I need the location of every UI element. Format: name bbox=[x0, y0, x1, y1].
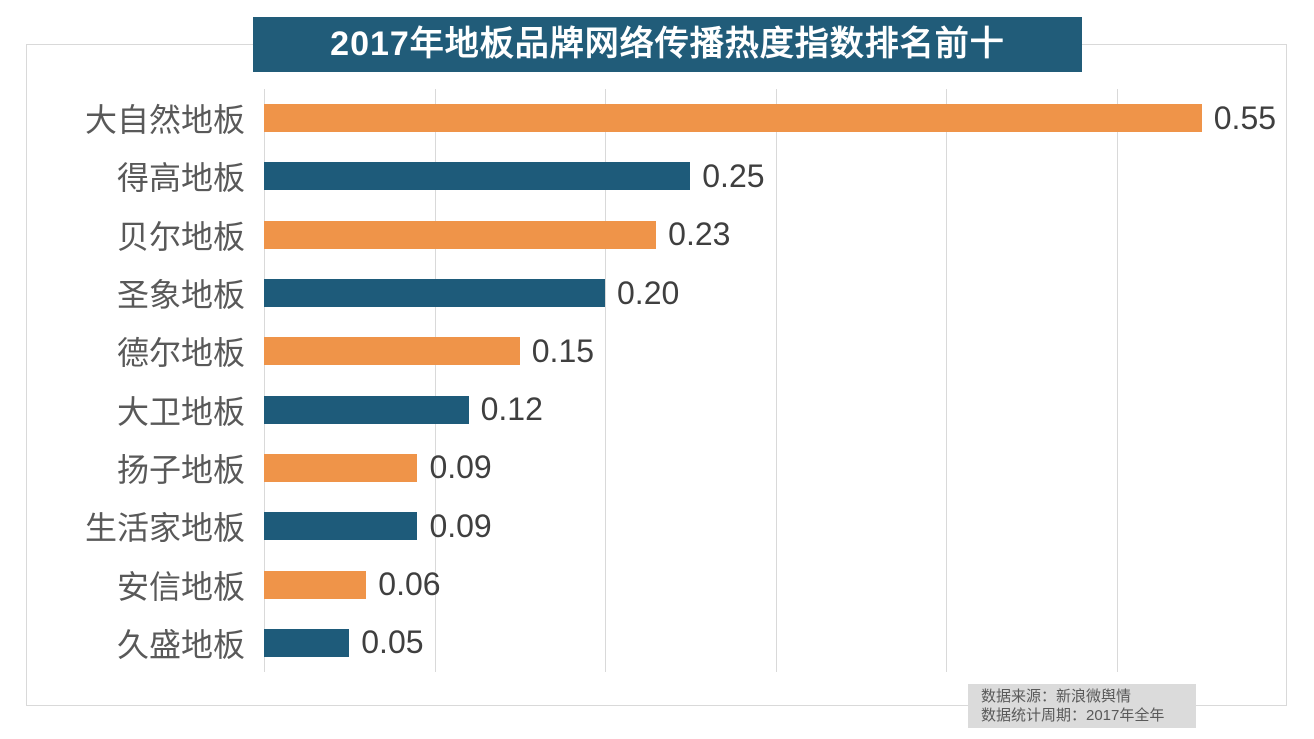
gridline bbox=[1116, 89, 1118, 672]
bar bbox=[264, 512, 418, 541]
bar bbox=[264, 104, 1202, 133]
gridline bbox=[946, 89, 947, 672]
source-note-line2: 数据统计周期：2017年全年 bbox=[981, 707, 1165, 724]
value-label: 0.55 bbox=[1213, 99, 1277, 136]
category-label: 扬子地板 bbox=[116, 451, 245, 488]
bar bbox=[264, 628, 350, 657]
value-label: 0.25 bbox=[702, 157, 765, 194]
value-label: 0.12 bbox=[480, 391, 543, 428]
category-label: 久盛地板 bbox=[116, 626, 245, 663]
category-label: 安信地板 bbox=[116, 568, 245, 605]
bar-row: 久盛地板 0.05 bbox=[27, 614, 1287, 672]
category-label: 得高地板 bbox=[116, 160, 245, 197]
value-label: 0.20 bbox=[617, 274, 680, 311]
value-label: 0.05 bbox=[361, 624, 424, 661]
value-label: 0.15 bbox=[531, 332, 595, 369]
category-label: 大自然地板 bbox=[84, 102, 245, 139]
bar-track: 0.55 bbox=[264, 89, 1287, 147]
bar-row: 安信地板 0.06 bbox=[27, 555, 1287, 613]
bar bbox=[264, 395, 469, 424]
bar-row: 贝尔地板 0.23 bbox=[27, 206, 1287, 264]
bar-track: 0.23 bbox=[264, 206, 1287, 264]
bar-row: 大自然地板 0.55 bbox=[27, 89, 1287, 147]
bar bbox=[264, 337, 520, 366]
bar-track: 0.12 bbox=[264, 380, 1287, 438]
bar-track: 0.05 bbox=[264, 614, 1287, 672]
bar-row: 圣象地板 0.20 bbox=[27, 264, 1287, 322]
bar-track: 0.06 bbox=[264, 555, 1287, 613]
category-label: 德尔地板 bbox=[116, 335, 245, 372]
gridline bbox=[605, 89, 606, 672]
bar-track: 0.25 bbox=[264, 147, 1287, 205]
value-label: 0.09 bbox=[429, 449, 492, 486]
gridline bbox=[775, 89, 777, 672]
category-label: 贝尔地板 bbox=[116, 218, 245, 255]
value-label: 0.06 bbox=[378, 566, 441, 603]
bar-row: 得高地板 0.25 bbox=[27, 147, 1287, 205]
bar-track: 0.15 bbox=[264, 322, 1287, 380]
chart-title: 2017年地板品牌网络传播热度指数排名前十 bbox=[253, 17, 1082, 72]
gridline bbox=[264, 89, 265, 672]
bar bbox=[264, 570, 367, 599]
bar-row: 生活家地板 0.09 bbox=[27, 497, 1287, 555]
source-note: 数据来源：新浪微舆情 数据统计周期：2017年全年 bbox=[968, 684, 1196, 728]
category-label: 生活家地板 bbox=[84, 510, 245, 547]
bar bbox=[264, 162, 691, 191]
bar-row: 大卫地板 0.12 bbox=[27, 380, 1287, 438]
bar-row: 德尔地板 0.15 bbox=[27, 322, 1287, 380]
bar-track: 0.09 bbox=[264, 439, 1287, 497]
value-label: 0.23 bbox=[668, 216, 731, 253]
source-note-line1: 数据来源：新浪微舆情 bbox=[981, 688, 1132, 705]
gridline bbox=[434, 89, 436, 672]
bar-track: 0.09 bbox=[264, 497, 1287, 555]
bar-track: 0.20 bbox=[264, 264, 1287, 322]
value-label: 0.09 bbox=[429, 507, 492, 544]
gridlines-layer bbox=[264, 89, 1287, 672]
bar bbox=[264, 220, 657, 249]
category-label: 大卫地板 bbox=[116, 393, 245, 430]
category-label: 圣象地板 bbox=[116, 277, 245, 314]
bar-row: 扬子地板 0.09 bbox=[27, 439, 1287, 497]
bar bbox=[264, 279, 605, 308]
bar bbox=[264, 453, 418, 482]
bar-rows-layer: 大自然地板 0.55 得高地板 0.25 贝尔地板 0.23 圣象地板 0.20 德尔地板 0.1… bbox=[27, 89, 1287, 672]
